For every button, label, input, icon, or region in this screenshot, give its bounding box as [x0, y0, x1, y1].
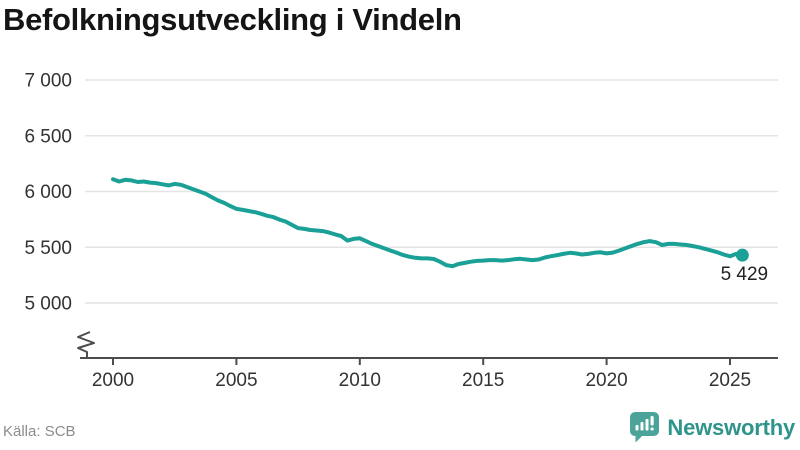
bar-2: [640, 422, 644, 431]
bar-3: [645, 419, 649, 431]
y-axis-labels: 5 000 5 500 6 000 6 500 7 000: [24, 71, 72, 315]
x-tick-label: 2015: [462, 370, 504, 391]
bar-chart-marks: [635, 416, 655, 431]
x-tick-label: 2010: [339, 370, 381, 391]
newsworthy-logo: Newsworthy: [629, 411, 795, 444]
x-tick-label: 2005: [215, 370, 257, 391]
y-tick-label: 7 000: [24, 71, 72, 92]
bar-1: [635, 425, 639, 431]
y-tick-label: 5 000: [24, 294, 72, 315]
speech-bubble-shape: [630, 412, 660, 443]
x-tick-label: 2020: [585, 370, 627, 391]
last-point-annotation: 5 429: [721, 248, 769, 285]
x-axis: 2000 2005 2010 2015 2020 2025: [80, 357, 778, 391]
gridlines: [85, 79, 778, 304]
end-point-marker: [735, 248, 749, 262]
axis-break-zigzag: [77, 331, 95, 358]
bar-chart-speech-bubble-icon: [630, 412, 660, 443]
exclamation-bar: [650, 416, 655, 426]
y-axis-break-icon: [77, 331, 95, 358]
source-label: Källa: SCB: [3, 423, 76, 440]
y-tick-label: 6 000: [24, 182, 72, 203]
y-tick-label: 6 500: [24, 126, 72, 147]
x-tick-label: 2000: [92, 370, 134, 391]
y-tick-label: 5 500: [24, 238, 72, 259]
x-tick-label: 2025: [709, 370, 751, 391]
newsworthy-logo-text: Newsworthy: [667, 414, 795, 440]
exclamation-dot: [650, 427, 655, 431]
line-series: [111, 177, 745, 269]
population-line: [111, 177, 745, 269]
chart-title: Befolkningsutveckling i Vindeln: [3, 2, 462, 37]
end-value-label: 5 429: [721, 264, 769, 285]
